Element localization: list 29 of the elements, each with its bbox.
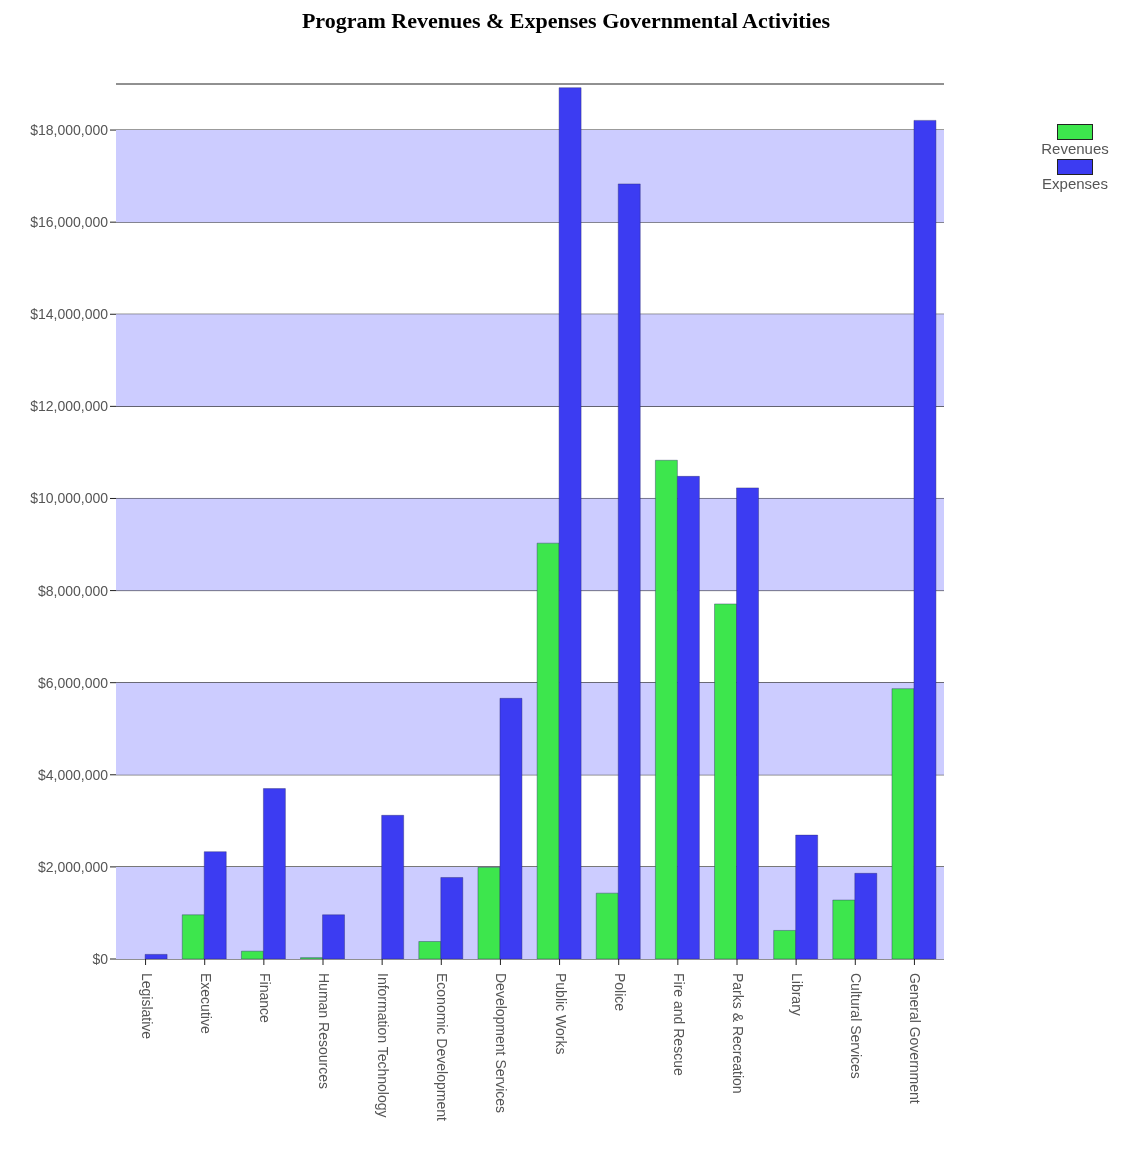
y-tick-label: $10,000,000 — [30, 490, 109, 507]
y-tick-label: $8,000,000 — [37, 582, 109, 599]
x-tick-label: Economic Development — [434, 973, 451, 1121]
legend-label: Revenues — [1040, 140, 1110, 157]
x-tick-label: Public Works — [552, 973, 569, 1055]
x-tick-label: Fire and Rescue — [670, 973, 687, 1076]
y-tick-label: $4,000,000 — [37, 766, 109, 783]
x-tick-label: Cultural Services — [848, 973, 865, 1079]
y-tick-label: $18,000,000 — [30, 122, 109, 139]
y-tick-label: $2,000,000 — [37, 858, 109, 875]
bar — [144, 953, 168, 959]
chart-title: Program Revenues & Expenses Governmental Activities — [300, 8, 832, 34]
y-tick-label: $16,000,000 — [30, 214, 109, 231]
y-tick-label: $14,000,000 — [30, 306, 109, 323]
x-tick-label: Legislative — [138, 973, 155, 1040]
bar — [381, 814, 405, 959]
x-tick-label: Finance — [256, 973, 273, 1024]
x-tick-label: Parks & Recreation — [730, 973, 746, 1094]
x-tick-label: Information Technology — [375, 973, 392, 1118]
x-tick-label: Police — [611, 973, 628, 1012]
legend-label: Expenses — [1041, 175, 1109, 192]
x-tick-label: Development Services — [493, 973, 510, 1114]
x-tick-label: General Government — [907, 973, 924, 1104]
x-tick-label: Library — [789, 973, 806, 1016]
y-tick-label: $0 — [92, 950, 109, 967]
x-tick-label: Executive — [197, 973, 214, 1034]
y-tick-label: $6,000,000 — [37, 674, 109, 691]
x-tick-label: Human Resources — [316, 973, 332, 1089]
y-tick-label: $12,000,000 — [30, 398, 109, 415]
